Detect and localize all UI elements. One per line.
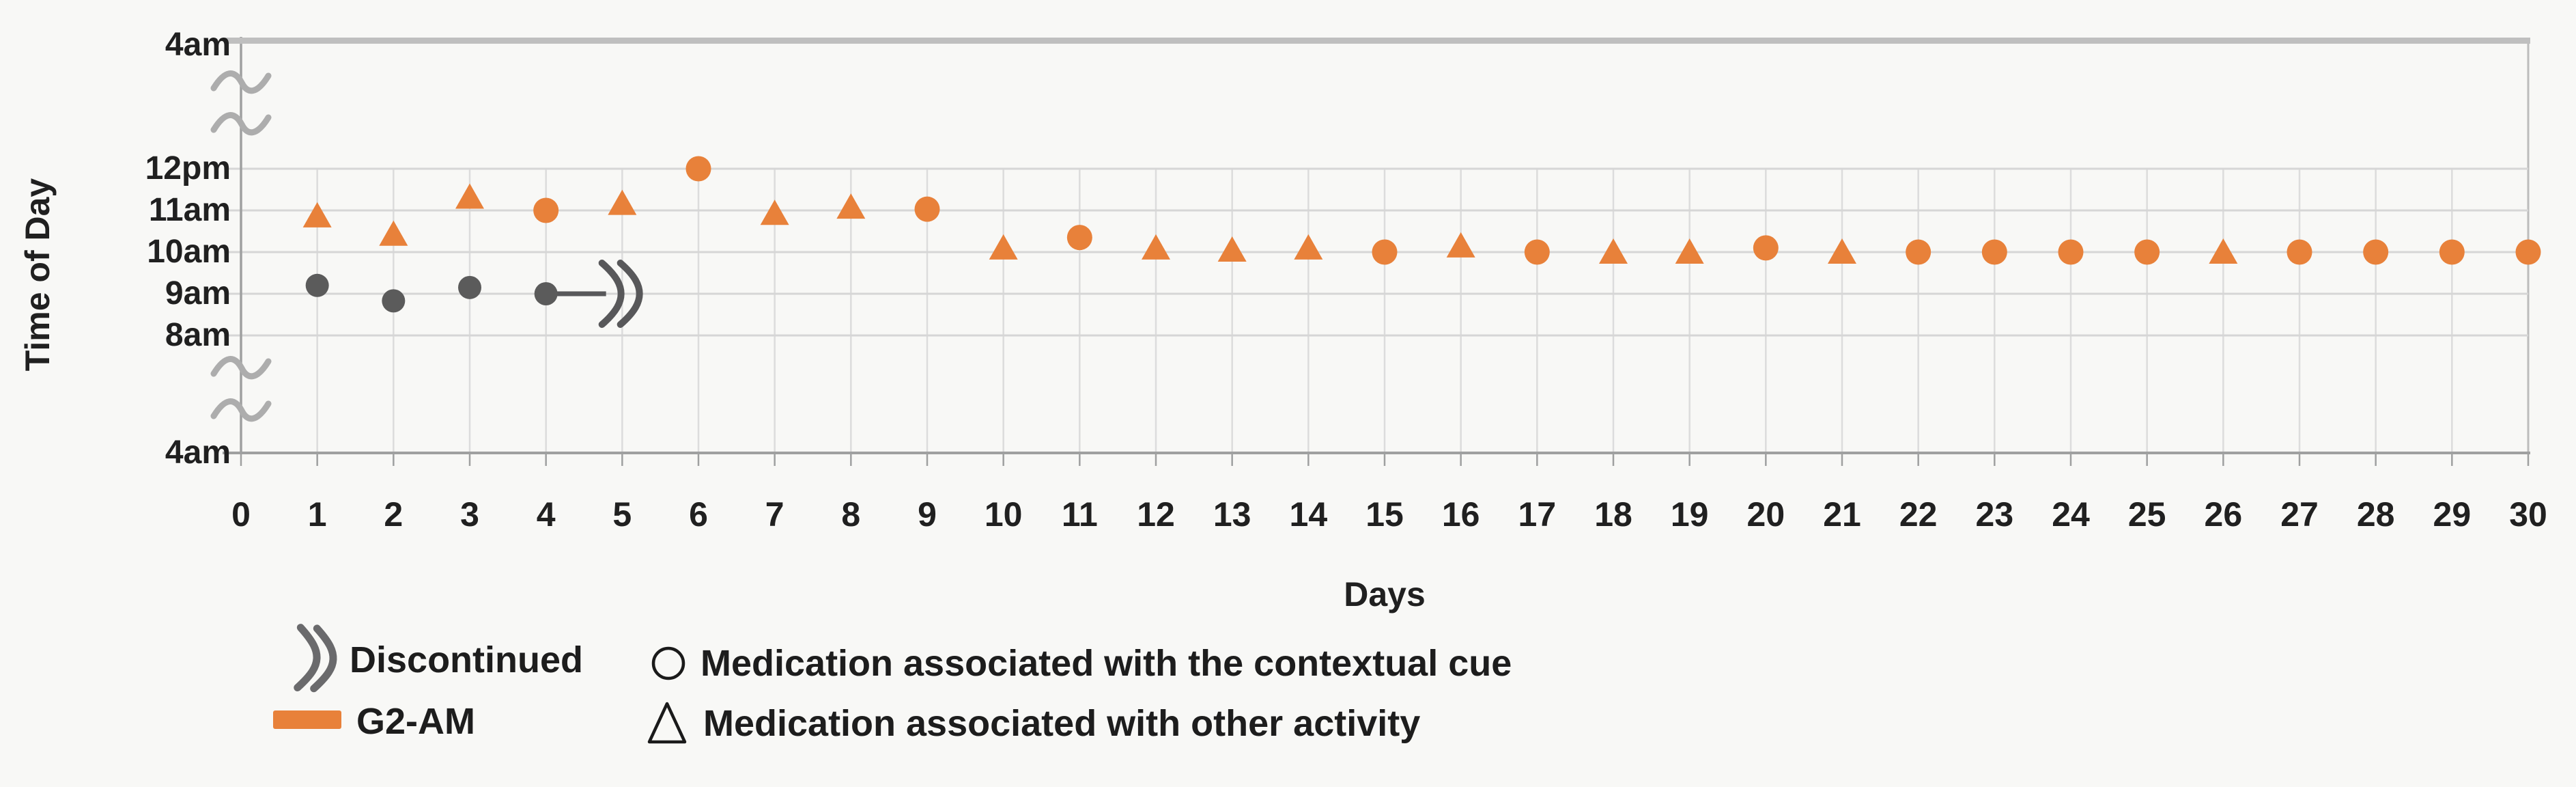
x-tick-label: 11 xyxy=(1061,495,1098,534)
x-tick-label: 3 xyxy=(460,495,479,534)
data-point-circle xyxy=(685,156,711,182)
data-point-triangle xyxy=(1828,238,1856,264)
x-tick-label: 9 xyxy=(918,495,937,534)
axis-break-squiggle xyxy=(210,356,272,380)
data-point-triangle xyxy=(2209,238,2238,264)
x-tick-label: 25 xyxy=(2127,495,2166,534)
axis-break-squiggle xyxy=(210,112,272,136)
x-tick-label: 20 xyxy=(1746,495,1785,534)
data-point-circle xyxy=(2515,239,2541,265)
x-tick-label: 10 xyxy=(984,495,1023,534)
x-tick-label: 30 xyxy=(2509,495,2547,534)
x-tick-label: 8 xyxy=(841,495,861,534)
data-point-circle xyxy=(2363,239,2389,265)
x-tick-label: 14 xyxy=(1289,495,1328,534)
data-point-triangle xyxy=(1217,236,1247,262)
y-axis-title: Time of Day xyxy=(18,178,57,372)
axis-break-squiggle xyxy=(210,70,272,94)
x-tick-label: 0 xyxy=(231,495,251,534)
data-point-circle xyxy=(2134,239,2160,265)
data-point-triangle xyxy=(989,234,1018,260)
x-tick-label: 24 xyxy=(2052,495,2090,534)
data-point-circle xyxy=(2287,239,2312,265)
data-point-circle xyxy=(914,196,940,222)
data-point-circle xyxy=(382,289,406,313)
top-4am-line xyxy=(225,38,2530,44)
data-point-triangle xyxy=(836,193,866,219)
data-point-triangle xyxy=(1446,232,1475,258)
data-point-circle xyxy=(1372,239,1398,265)
data-point-circle xyxy=(533,197,559,223)
data-point-circle xyxy=(1981,239,2007,265)
x-tick-label: 7 xyxy=(765,495,784,534)
axis-break-squiggle xyxy=(210,398,272,422)
data-point-circle xyxy=(534,282,558,305)
y-tick-label: 4am xyxy=(165,27,231,63)
data-point-circle xyxy=(1906,239,1931,265)
x-tick-label: 18 xyxy=(1594,495,1632,534)
x-axis-title: Days xyxy=(1344,575,1426,613)
x-tick-label: 13 xyxy=(1213,495,1251,534)
legend-label-discontinued: Discontinued xyxy=(350,639,584,680)
x-tick-label: 15 xyxy=(1365,495,1404,534)
circle-marker-icon xyxy=(651,646,685,680)
data-point-triangle xyxy=(379,220,408,246)
g2am-color-swatch-icon xyxy=(273,710,341,729)
x-tick-label: 23 xyxy=(1975,495,2014,534)
triangle-marker-icon xyxy=(647,702,687,744)
y-tick-label: 10am xyxy=(147,234,231,270)
data-point-triangle xyxy=(302,202,332,227)
x-tick-label: 21 xyxy=(1823,495,1861,534)
x-tick-label: 29 xyxy=(2433,495,2472,534)
data-point-circle xyxy=(2058,239,2084,265)
x-tick-label: 4 xyxy=(536,495,556,534)
x-tick-label: 12 xyxy=(1137,495,1175,534)
discontinued-break-mark xyxy=(598,260,625,328)
data-point-triangle xyxy=(1294,234,1323,260)
y-tick-label: 9am xyxy=(165,275,231,312)
data-point-triangle xyxy=(608,189,637,215)
data-point-circle xyxy=(458,275,481,299)
x-tick-label: 22 xyxy=(1899,495,1938,534)
data-point-circle xyxy=(305,273,329,297)
data-point-circle xyxy=(1066,225,1092,251)
data-point-triangle xyxy=(455,183,484,209)
legend-label-other-activity: Medication associated with other activit… xyxy=(703,703,1421,744)
x-tick-label: 16 xyxy=(1441,495,1480,534)
data-point-triangle xyxy=(1142,234,1170,260)
data-point-triangle xyxy=(760,199,789,225)
x-tick-label: 5 xyxy=(612,495,632,534)
legend-label-g2am: G2-AM xyxy=(356,701,475,742)
data-point-circle xyxy=(1524,239,1550,265)
data-point-circle xyxy=(1753,235,1779,261)
x-tick-label: 17 xyxy=(1518,495,1557,534)
data-point-triangle xyxy=(1599,238,1628,264)
x-tick-label: 26 xyxy=(2204,495,2243,534)
x-tick-label: 27 xyxy=(2280,495,2319,534)
legend-label-contextual-cue: Medication associated with the contextua… xyxy=(700,643,1512,684)
x-tick-label: 1 xyxy=(307,495,327,534)
data-point-circle xyxy=(2439,239,2465,265)
x-tick-label: 19 xyxy=(1670,495,1709,534)
axis-break-icon xyxy=(294,624,337,693)
y-tick-label: 12pm xyxy=(145,150,231,187)
y-tick-label: 11am xyxy=(148,192,231,228)
y-tick-label: 8am xyxy=(165,317,231,353)
y-tick-label: 4am xyxy=(165,434,231,471)
x-tick-label: 28 xyxy=(2356,495,2395,534)
discontinued-break-mark xyxy=(617,260,643,328)
x-tick-label: 2 xyxy=(384,495,404,534)
x-tick-label: 6 xyxy=(689,495,708,534)
data-point-triangle xyxy=(1675,238,1704,264)
